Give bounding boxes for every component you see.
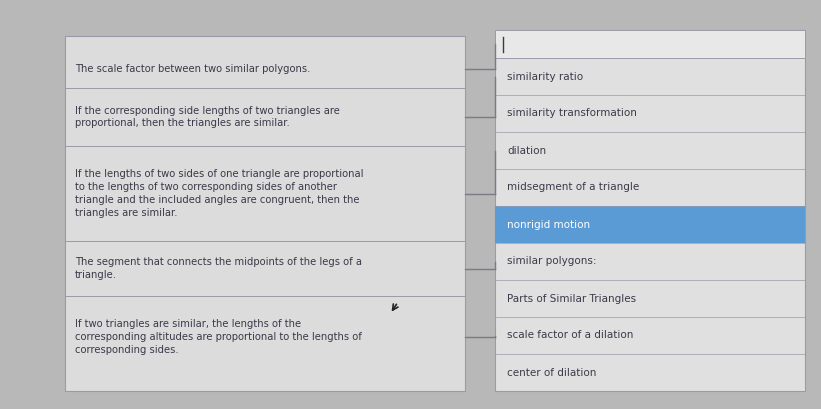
Text: scale factor of a dilation: scale factor of a dilation (507, 330, 633, 341)
Text: The segment that connects the midpoints of the legs of a
triangle.: The segment that connects the midpoints … (75, 257, 362, 280)
Bar (495, 206, 805, 243)
Text: dilation: dilation (507, 146, 546, 155)
Text: similarity ratio: similarity ratio (507, 72, 583, 81)
Bar (495, 30, 805, 391)
Text: midsegment of a triangle: midsegment of a triangle (507, 182, 640, 193)
Text: The scale factor between two similar polygons.: The scale factor between two similar pol… (75, 64, 310, 74)
Text: center of dilation: center of dilation (507, 368, 596, 378)
Text: similar polygons:: similar polygons: (507, 256, 597, 267)
Text: If the corresponding side lengths of two triangles are
proportional, then the tr: If the corresponding side lengths of two… (75, 106, 340, 128)
Bar (65, 36, 465, 391)
Text: nonrigid motion: nonrigid motion (507, 220, 590, 229)
Text: similarity transformation: similarity transformation (507, 108, 637, 119)
Text: Parts of Similar Triangles: Parts of Similar Triangles (507, 294, 636, 303)
Bar (495, 30, 805, 58)
Text: If the lengths of two sides of one triangle are proportional
to the lengths of t: If the lengths of two sides of one trian… (75, 169, 364, 218)
Text: If two triangles are similar, the lengths of the
corresponding altitudes are pro: If two triangles are similar, the length… (75, 319, 362, 355)
